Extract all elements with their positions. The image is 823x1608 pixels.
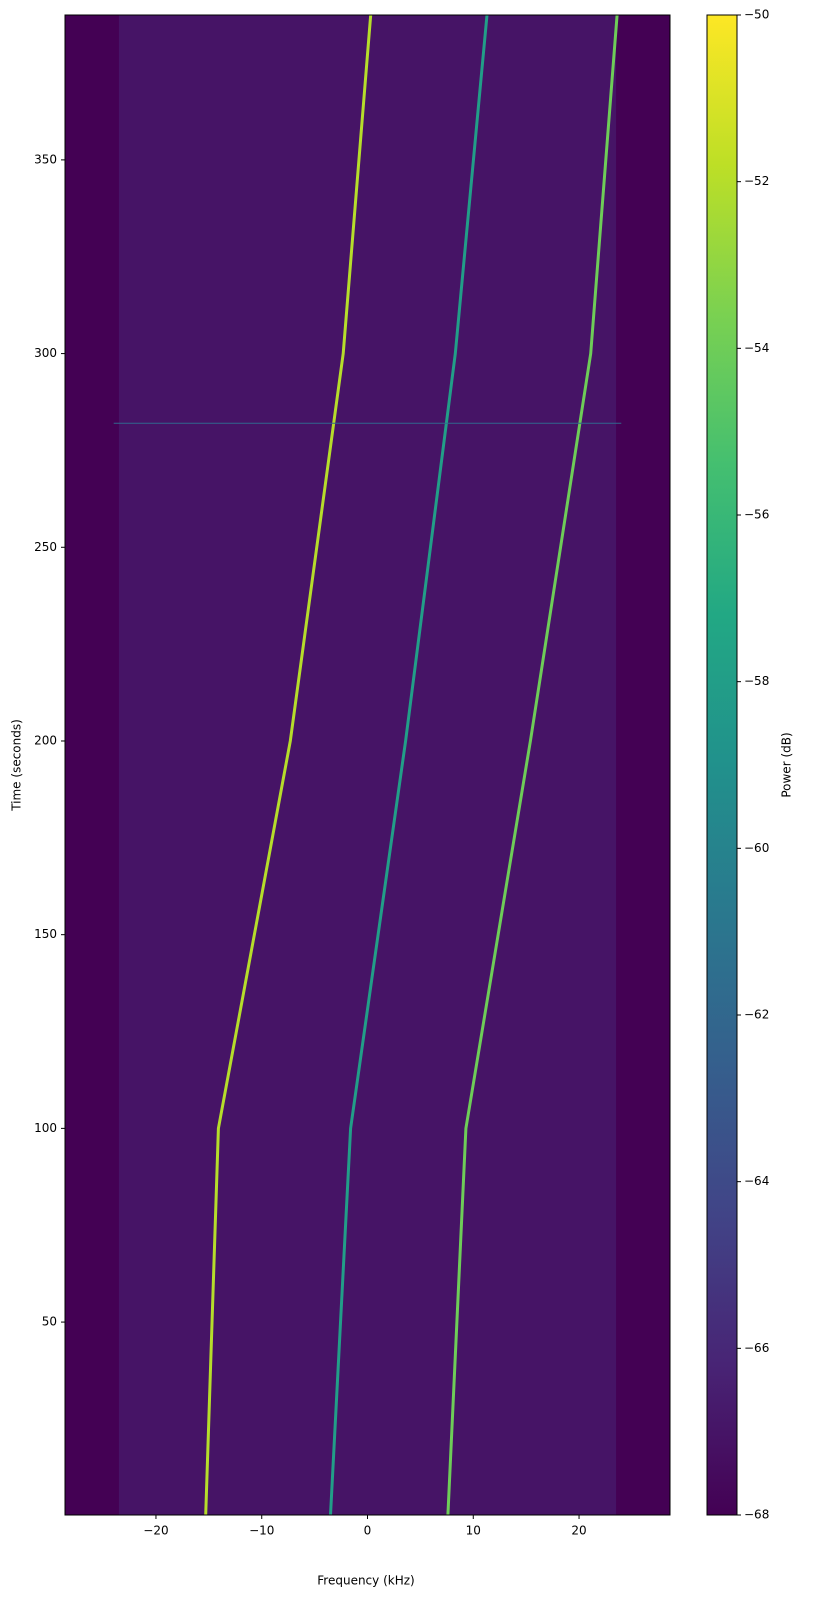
colorbar-label: Power (dB) [780, 732, 794, 797]
x-tick-label: 10 [466, 1524, 481, 1538]
y-axis-label: Time (seconds) [10, 719, 24, 812]
colorbar-tick-label: −60 [744, 841, 769, 855]
signal-trace [204, 14, 373, 1516]
colorbar-tick-label: −58 [744, 674, 769, 688]
x-axis-label: Frequency (kHz) [317, 1574, 414, 1588]
colorbar-tick-label: −54 [744, 341, 769, 355]
x-tick-label: 0 [364, 1524, 372, 1538]
colorbar-tick-label: −68 [744, 1508, 769, 1522]
x-tick-label: −20 [143, 1524, 168, 1538]
x-tick-label: 20 [571, 1524, 586, 1538]
y-tick-label: 350 [34, 152, 57, 166]
colorbar-tick-label: −62 [744, 1008, 769, 1022]
colorbar-tick-label: −52 [744, 174, 769, 188]
signal-trace [329, 14, 489, 1516]
y-tick-label: 300 [34, 346, 57, 360]
colorbar-tick-label: −66 [744, 1341, 769, 1355]
y-tick-label: 50 [42, 1315, 57, 1329]
y-tick-label: 200 [34, 733, 57, 747]
colorbar-tick-label: −56 [744, 508, 769, 522]
colorbar [706, 14, 738, 1516]
y-tick-label: 150 [34, 927, 57, 941]
y-tick-label: 250 [34, 540, 57, 554]
colorbar-tick-label: −50 [744, 8, 769, 22]
y-tick-label: 100 [34, 1121, 57, 1135]
x-tick-label: −10 [249, 1524, 274, 1538]
colorbar-tick-label: −64 [744, 1174, 769, 1188]
noise-band [118, 15, 617, 1515]
signal-trace [446, 14, 619, 1516]
